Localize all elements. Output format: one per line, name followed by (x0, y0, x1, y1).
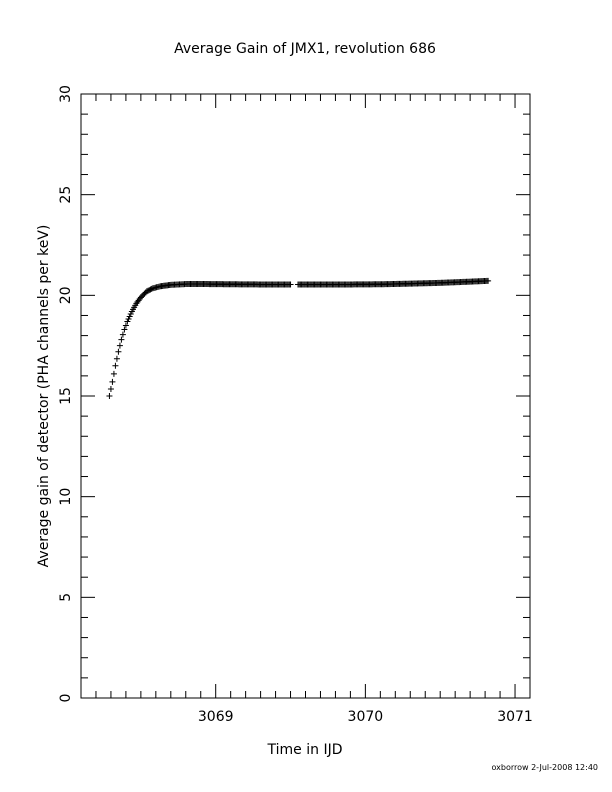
x-tick-label: 3071 (497, 709, 533, 725)
data-point (116, 342, 123, 349)
y-tick-label: 15 (58, 387, 74, 405)
data-point (485, 277, 492, 284)
plot-frame (80, 93, 531, 699)
data-point (125, 315, 132, 322)
x-tick-labels: 3069 3070 3071 (198, 709, 533, 725)
data-series (106, 277, 492, 399)
x-axis-label: Time in IJD (267, 742, 343, 758)
data-point (106, 393, 113, 399)
y-tick-labels: 0 5 10 15 20 25 30 (58, 85, 74, 702)
plot-footer: oxborrow 2-Jul-2008 12:40 (491, 763, 598, 772)
data-point (122, 322, 129, 329)
y-tick-label: 25 (58, 186, 74, 204)
data-point (113, 355, 120, 362)
data-point (127, 310, 134, 317)
axis-ticks (80, 93, 531, 699)
y-tick-label: 10 (58, 488, 74, 506)
data-point (287, 281, 294, 288)
data-point (126, 313, 133, 320)
chart-title: Average Gain of JMX1, revolution 686 (174, 41, 436, 57)
data-point (110, 370, 117, 377)
data-point (118, 336, 125, 343)
y-axis-label: Average gain of detector (PHA channels p… (36, 225, 52, 568)
data-point (124, 318, 131, 325)
data-point (115, 348, 122, 355)
x-tick-label: 3069 (198, 709, 234, 725)
x-tick-label: 3070 (348, 709, 384, 725)
data-point (112, 362, 119, 369)
y-tick-label: 30 (58, 85, 74, 103)
y-tick-label: 5 (58, 593, 74, 602)
data-point (109, 378, 116, 385)
data-point (107, 385, 114, 392)
data-point (121, 326, 128, 333)
data-point (119, 331, 126, 338)
y-tick-label: 20 (58, 286, 74, 304)
y-tick-label: 0 (58, 694, 74, 703)
